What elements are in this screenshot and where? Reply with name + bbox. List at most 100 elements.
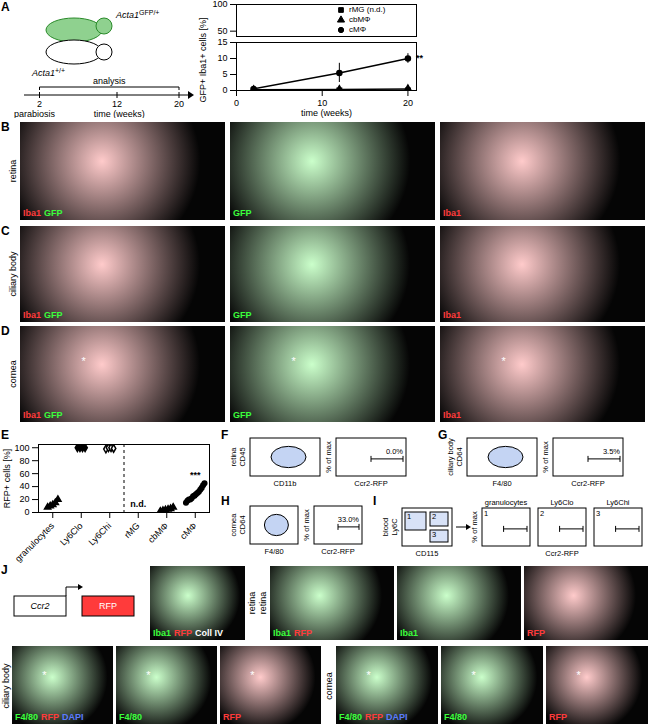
html-text:Iba1 GFP: Iba1 GFP (23, 410, 63, 420)
html-text:retina: retina (246, 591, 257, 615)
svg-text:50: 50 (217, 26, 227, 36)
html-text:GFP: GFP (233, 410, 252, 420)
svg-text:CD45: CD45 (238, 447, 247, 466)
svg-text:Ccr2-RFP: Ccr2-RFP (571, 479, 604, 488)
svg-text:RFP+ cells [%]: RFP+ cells [%] (2, 449, 12, 508)
svg-text:15: 15 (217, 37, 227, 47)
svg-text:3.5%: 3.5% (603, 447, 620, 456)
svg-text:% of max: % of max (541, 441, 550, 473)
svg-text:0.0%: 0.0% (386, 447, 403, 456)
html-text:Iba1 GFP: Iba1 GFP (23, 208, 63, 218)
svg-text:2: 2 (432, 512, 436, 521)
svg-text:cornea: cornea (229, 513, 238, 537)
html-text:ciliary body: ciliary body (7, 251, 18, 297)
html-text:G: G (438, 428, 448, 442)
svg-text:granulocytes: granulocytes (13, 520, 57, 564)
svg-text:Acta1GFP/+: Acta1GFP/+ (115, 9, 159, 21)
svg-text:Ccr2-RFP: Ccr2-RFP (545, 549, 578, 558)
svg-text:0: 0 (222, 85, 227, 95)
svg-text:100: 100 (212, 0, 227, 9)
svg-text:RFP: RFP (99, 601, 117, 611)
svg-text:Ccr2: Ccr2 (30, 601, 49, 611)
html-text:Iba1 RFP Coll IV: Iba1 RFP Coll IV (153, 628, 223, 638)
svg-text:Ly6Clo: Ly6Clo (550, 498, 573, 507)
svg-text:80: 80 (19, 456, 29, 466)
svg-text:Ly6Chi: Ly6Chi (606, 498, 629, 507)
svg-text:20: 20 (403, 98, 413, 108)
svg-text:12: 12 (112, 99, 122, 109)
svg-text:% of max: % of max (470, 511, 479, 543)
svg-text:100: 100 (14, 443, 29, 453)
svg-text:40: 40 (19, 481, 29, 491)
svg-text:33.0%: 33.0% (338, 515, 360, 524)
svg-text:retina: retina (229, 447, 238, 467)
html-text:Iba1: Iba1 (443, 310, 461, 320)
svg-text:2: 2 (540, 509, 544, 518)
svg-text:**: ** (416, 53, 424, 63)
svg-text:rMG: rMG (122, 521, 141, 540)
html-text:ciliary body: ciliary body (0, 663, 11, 709)
svg-text:20: 20 (19, 494, 29, 504)
svg-text:Ly6C: Ly6C (390, 518, 399, 536)
svg-text:0: 0 (234, 98, 239, 108)
svg-text:Ccr2-RFP: Ccr2-RFP (321, 547, 354, 556)
svg-text:10: 10 (317, 98, 327, 108)
html-text:retina: retina (257, 591, 268, 615)
html-text:Iba1 RFP: Iba1 RFP (273, 628, 312, 638)
svg-text:60: 60 (19, 469, 29, 479)
svg-text:20: 20 (174, 99, 184, 109)
svg-text:3: 3 (432, 530, 436, 539)
html-text:A: A (1, 0, 10, 14)
html-text:Iba1: Iba1 (443, 208, 461, 218)
html-text:retina: retina (7, 159, 18, 183)
html-text:GFP: GFP (233, 208, 252, 218)
html-text:RFP: RFP (223, 712, 241, 722)
svg-text:n.d.: n.d. (130, 499, 146, 509)
svg-text:analysis: analysis (93, 76, 126, 86)
html-text:F4/80 RFP DAPI: F4/80 RFP DAPI (339, 712, 408, 722)
svg-text:time (weeks): time (weeks) (94, 109, 145, 118)
html-text:D: D (1, 324, 10, 338)
svg-text:Ly6Clo: Ly6Clo (58, 521, 85, 548)
svg-text:5: 5 (222, 69, 227, 79)
html-text:cornea: cornea (323, 672, 334, 700)
svg-text:blood: blood (381, 518, 390, 536)
svg-text:1: 1 (484, 509, 488, 518)
html-text:B: B (1, 120, 10, 134)
svg-text:ciliary body: ciliary body (446, 438, 455, 476)
html-text:F4/80 RFP DAPI: F4/80 RFP DAPI (15, 712, 84, 722)
svg-text:Ccr2-RFP: Ccr2-RFP (354, 479, 387, 488)
svg-text:2: 2 (37, 99, 42, 109)
svg-text:cMΦ: cMΦ (178, 521, 199, 542)
svg-text:CD64: CD64 (238, 515, 247, 534)
html-text:F4/80: F4/80 (119, 712, 142, 722)
svg-text:CD115: CD115 (416, 549, 439, 558)
svg-text:F4/80: F4/80 (492, 479, 511, 488)
html-text:C: C (1, 224, 10, 238)
html-text:cornea: cornea (7, 360, 18, 388)
svg-text:***: *** (190, 470, 201, 480)
svg-text:cbMΦ: cbMΦ (146, 521, 170, 545)
html-text:RFP: RFP (549, 712, 567, 722)
html-text:GFP: GFP (233, 310, 252, 320)
html-text:Iba1: Iba1 (443, 410, 461, 420)
svg-text:CD11b: CD11b (274, 479, 297, 488)
svg-text:10: 10 (217, 53, 227, 63)
svg-text:time (weeks): time (weeks) (301, 108, 352, 118)
svg-text:F4/80: F4/80 (264, 547, 283, 556)
svg-text:% of max: % of max (324, 441, 333, 473)
html-text:Iba1 GFP: Iba1 GFP (23, 310, 63, 320)
svg-text:% of max: % of max (302, 509, 311, 541)
html-text:Iba1: Iba1 (400, 628, 418, 638)
html-text:RFP: RFP (527, 628, 545, 638)
svg-text:1: 1 (407, 512, 411, 521)
svg-text:Ly6Chi: Ly6Chi (87, 521, 114, 548)
svg-text:Acta1+/+: Acta1+/+ (31, 67, 65, 79)
svg-text:0: 0 (24, 507, 29, 517)
html-text:GFP+ Iba1+ cells [%]: GFP+ Iba1+ cells [%] (197, 17, 208, 103)
svg-text:granulocytes: granulocytes (485, 498, 528, 507)
html-text:F4/80: F4/80 (444, 712, 467, 722)
svg-text:parabiosis: parabiosis (14, 109, 56, 118)
svg-text:CD64: CD64 (455, 447, 464, 466)
svg-text:3: 3 (596, 509, 600, 518)
